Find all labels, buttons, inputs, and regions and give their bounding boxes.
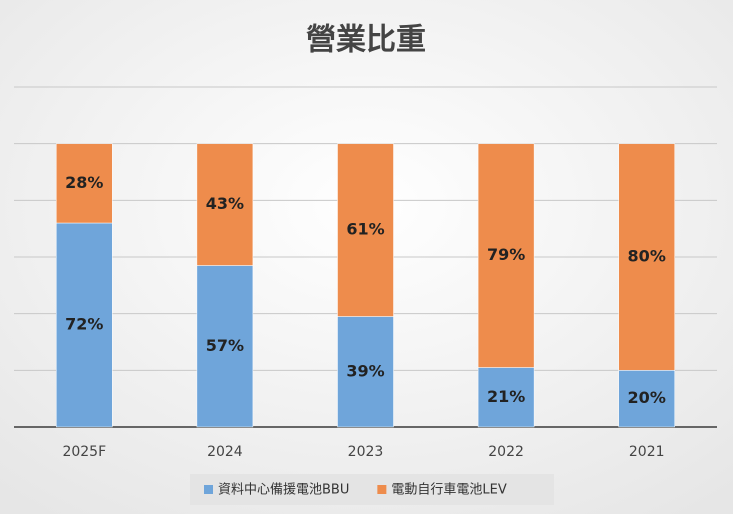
data-label: 72% bbox=[65, 315, 103, 334]
data-label: 39% bbox=[346, 361, 384, 380]
bar-segment bbox=[477, 143, 535, 368]
x-tick-label: 2021 bbox=[629, 444, 665, 460]
x-tick-label: 2022 bbox=[488, 444, 524, 460]
legend-label: 電動自行車電池LEV bbox=[391, 483, 506, 498]
data-label: 80% bbox=[628, 247, 666, 266]
data-label: 43% bbox=[206, 194, 244, 213]
x-tick-label: 2023 bbox=[348, 444, 384, 460]
legend-label: 資料中心備援電池BBU bbox=[218, 482, 349, 498]
legend-swatch bbox=[204, 485, 213, 494]
data-label: 57% bbox=[206, 336, 244, 355]
bar-segment bbox=[56, 222, 113, 428]
x-tick-label: 2024 bbox=[207, 444, 243, 460]
data-label: 61% bbox=[346, 220, 384, 239]
data-label: 79% bbox=[487, 245, 525, 264]
bar-segment bbox=[618, 370, 675, 428]
data-label: 20% bbox=[628, 388, 666, 407]
bar-segment bbox=[618, 143, 675, 371]
data-label: 21% bbox=[487, 387, 525, 406]
bar-segment bbox=[196, 143, 254, 266]
bar-segment bbox=[477, 367, 535, 428]
bar-segment bbox=[337, 316, 394, 428]
bar-segment bbox=[56, 143, 113, 224]
x-tick-label: 2025F bbox=[62, 444, 106, 460]
bar-segment bbox=[337, 143, 394, 317]
bar-segment bbox=[196, 265, 254, 428]
legend-swatch bbox=[377, 485, 387, 494]
chart-title: 營業比重 bbox=[306, 23, 426, 58]
legend-box bbox=[190, 474, 554, 505]
data-label: 28% bbox=[65, 173, 103, 192]
